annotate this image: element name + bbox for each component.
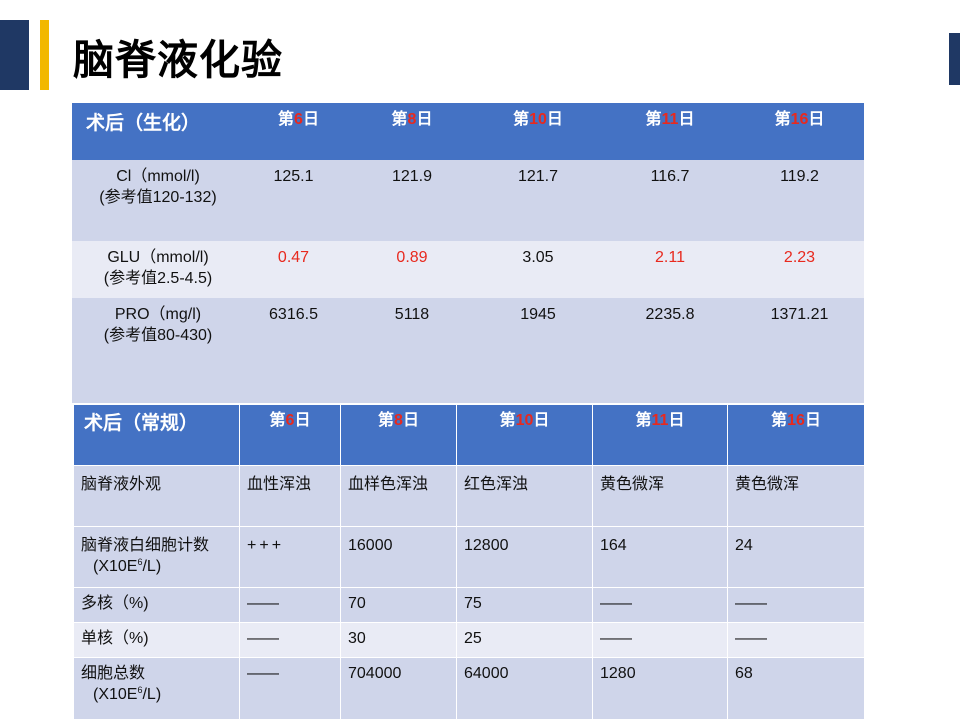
biochem-day-header: 第16日 <box>735 103 864 160</box>
cell-value: 12800 <box>456 526 593 588</box>
table-row: 细胞总数 (X10E6/L) —— 704000 64000 1280 68 <box>73 657 865 720</box>
routine-header-label: 术后（常规） <box>73 404 240 466</box>
cell-value: 1280 <box>592 657 728 720</box>
row-label: 细胞总数 (X10E6/L) <box>73 657 240 720</box>
row-label: 脑脊液白细胞计数 (X10E6/L) <box>73 526 240 588</box>
cell-value-abnormal: 2.23 <box>735 241 864 298</box>
cell-value: 164 <box>592 526 728 588</box>
cell-value: —— <box>727 587 865 623</box>
biochem-header-row: 术后（生化） 第6日 第8日 第10日 第11日 第16日 <box>72 103 864 160</box>
row-label: GLU（mmol/l) (参考值2.5-4.5) <box>72 241 244 298</box>
cell-value: 2235.8 <box>605 298 735 403</box>
cell-value: —— <box>727 622 865 658</box>
cell-value: 70 <box>340 587 457 623</box>
cell-value: 16000 <box>340 526 457 588</box>
table-row: 单核（%) —— 30 25 —— —— <box>73 622 865 658</box>
routine-day-header: 第6日 <box>239 404 341 466</box>
row-label: Cl（mmol/l) (参考值120-132) <box>72 160 244 241</box>
routine-day-header: 第16日 <box>727 404 865 466</box>
cell-value: 121.7 <box>471 160 605 241</box>
table-row: GLU（mmol/l) (参考值2.5-4.5) 0.47 0.89 3.05 2… <box>72 241 864 298</box>
table-row: PRO（mg/l) (参考值80-430) 6316.5 5118 1945 22… <box>72 298 864 403</box>
decor-bar-navy-left <box>0 20 29 90</box>
cell-value: 血性浑浊 <box>239 465 341 527</box>
cell-value: —— <box>239 587 341 623</box>
biochem-day-header: 第10日 <box>471 103 605 160</box>
cell-value: 1945 <box>471 298 605 403</box>
cell-value: —— <box>592 587 728 623</box>
biochem-day-header: 第11日 <box>605 103 735 160</box>
cell-value: 704000 <box>340 657 457 720</box>
biochem-day-header: 第8日 <box>353 103 471 160</box>
routine-day-header: 第8日 <box>340 404 457 466</box>
cell-value: 红色浑浊 <box>456 465 593 527</box>
biochem-header-label: 术后（生化） <box>72 103 244 160</box>
cell-value: 121.9 <box>353 160 471 241</box>
cell-value: +++ <box>239 526 341 588</box>
cell-value-abnormal: 0.47 <box>244 241 353 298</box>
cell-value: 黄色微浑 <box>592 465 728 527</box>
routine-day-header: 第11日 <box>592 404 728 466</box>
routine-table: 术后（常规） 第6日 第8日 第10日 第11日 第16日 脑脊液外观 血性浑浊… <box>73 404 865 720</box>
cell-value: 3.05 <box>471 241 605 298</box>
row-label: PRO（mg/l) (参考值80-430) <box>72 298 244 403</box>
cell-value-abnormal: 0.89 <box>353 241 471 298</box>
row-label: 单核（%) <box>73 622 240 658</box>
table-row: 多核（%) —— 70 75 —— —— <box>73 587 865 623</box>
table-row: Cl（mmol/l) (参考值120-132) 125.1 121.9 121.7… <box>72 160 864 241</box>
cell-value: 1371.21 <box>735 298 864 403</box>
cell-value-abnormal: 2.11 <box>605 241 735 298</box>
cell-value: 6316.5 <box>244 298 353 403</box>
cell-value: 25 <box>456 622 593 658</box>
cell-value: 5118 <box>353 298 471 403</box>
biochem-day-header: 第6日 <box>244 103 353 160</box>
routine-day-header: 第10日 <box>456 404 593 466</box>
cell-value: 75 <box>456 587 593 623</box>
routine-header-row: 术后（常规） 第6日 第8日 第10日 第11日 第16日 <box>73 404 865 466</box>
table-row: 脑脊液外观 血性浑浊 血样色浑浊 红色浑浊 黄色微浑 黄色微浑 <box>73 465 865 527</box>
cell-value: 64000 <box>456 657 593 720</box>
biochem-table: 术后（生化） 第6日 第8日 第10日 第11日 第16日 Cl（mmol/l)… <box>72 103 864 403</box>
row-label: 多核（%) <box>73 587 240 623</box>
cell-value: 30 <box>340 622 457 658</box>
cell-value: 119.2 <box>735 160 864 241</box>
row-label: 脑脊液外观 <box>73 465 240 527</box>
cell-value: 116.7 <box>605 160 735 241</box>
cell-value: —— <box>592 622 728 658</box>
decor-bar-gold-left <box>40 20 49 90</box>
cell-value: 68 <box>727 657 865 720</box>
cell-value: 血样色浑浊 <box>340 465 457 527</box>
page-title: 脑脊液化验 <box>73 36 283 84</box>
cell-value: 125.1 <box>244 160 353 241</box>
table-row: 脑脊液白细胞计数 (X10E6/L) +++ 16000 12800 164 24 <box>73 526 865 588</box>
cell-value: —— <box>239 622 341 658</box>
decor-bar-navy-right <box>949 33 960 85</box>
cell-value: 黄色微浑 <box>727 465 865 527</box>
cell-value: 24 <box>727 526 865 588</box>
cell-value: —— <box>239 657 341 720</box>
